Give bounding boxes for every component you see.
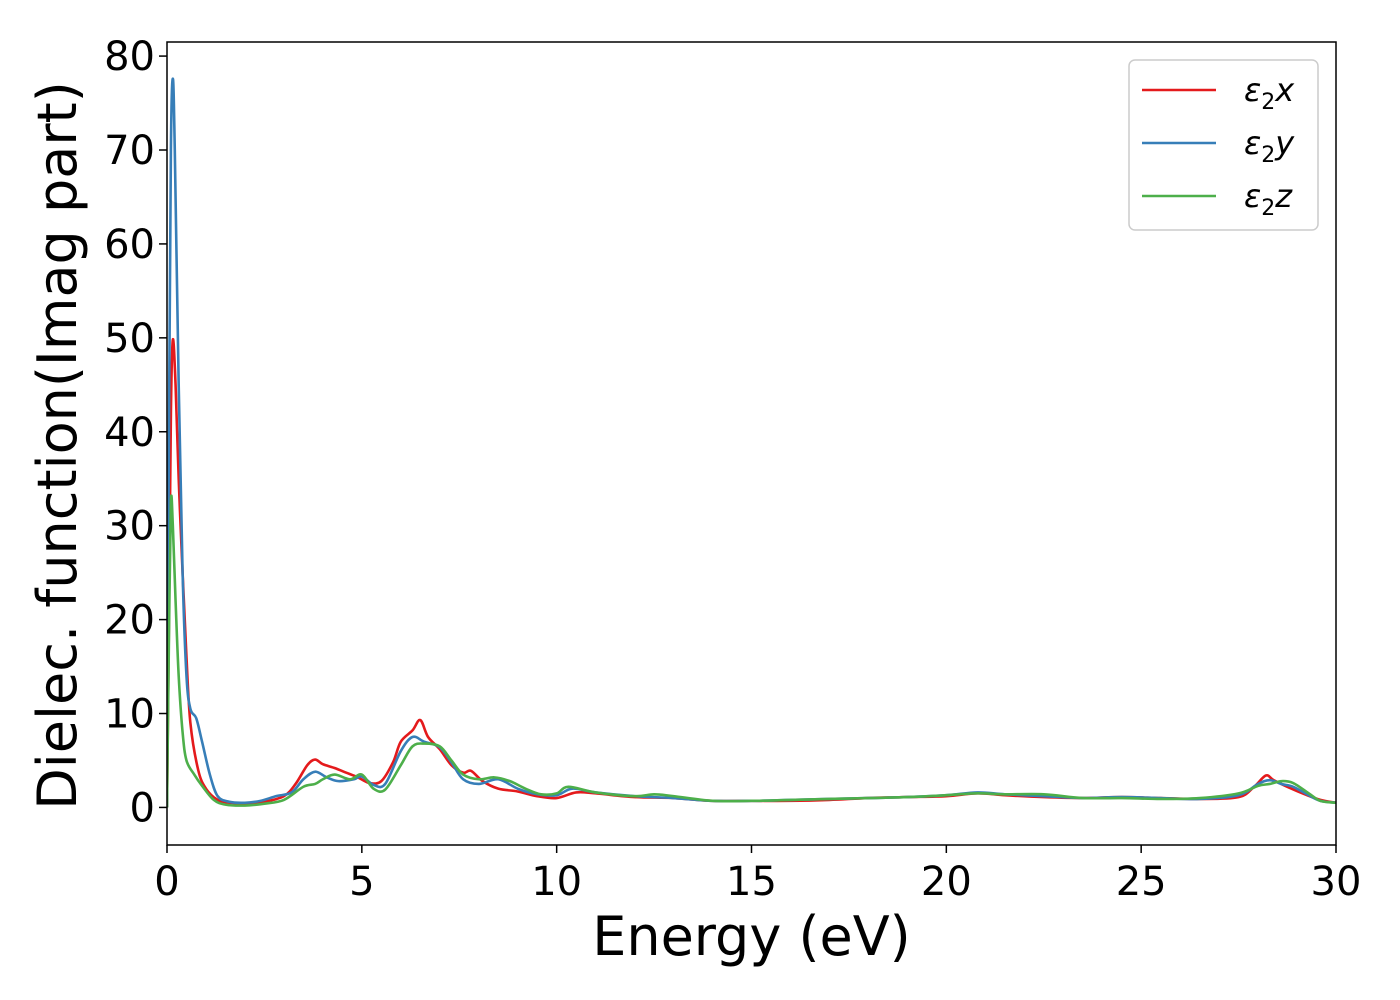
x-tick-label: 30 xyxy=(1311,859,1362,905)
y-tick-label: 70 xyxy=(104,128,155,174)
x-tick-label: 0 xyxy=(154,859,179,905)
y-tick-label: 60 xyxy=(104,222,155,268)
legend: ε2x ε2y ε2z xyxy=(1128,59,1319,231)
legend-box xyxy=(1128,59,1319,231)
x-axis-label: Energy (eV) xyxy=(592,905,911,968)
series-layer xyxy=(167,77,1336,808)
legend-label-x: ε2x xyxy=(1244,71,1295,115)
x-tick-label: 25 xyxy=(1116,859,1167,905)
x-tick-label: 5 xyxy=(349,859,374,905)
legend-label-y: ε2y xyxy=(1244,124,1295,168)
y-axis-label: Dielec. function(Imag part) xyxy=(26,81,89,810)
legend-label-z: ε2z xyxy=(1244,177,1293,221)
y-tick-label: 80 xyxy=(104,34,155,80)
x-axis-ticks: 0 5 10 15 20 25 30 xyxy=(154,845,1361,905)
y-tick-label: 0 xyxy=(130,785,155,831)
series-line-x xyxy=(167,338,1336,808)
x-tick-label: 10 xyxy=(531,859,582,905)
y-axis-ticks: 0 10 20 30 40 50 60 70 80 xyxy=(104,34,167,831)
y-tick-label: 40 xyxy=(104,410,155,456)
x-tick-label: 15 xyxy=(726,859,777,905)
y-tick-label: 20 xyxy=(104,598,155,644)
y-tick-label: 50 xyxy=(104,316,155,362)
series-line-z xyxy=(167,494,1336,808)
y-tick-label: 30 xyxy=(104,504,155,550)
x-tick-label: 20 xyxy=(921,859,972,905)
y-tick-label: 10 xyxy=(104,692,155,738)
